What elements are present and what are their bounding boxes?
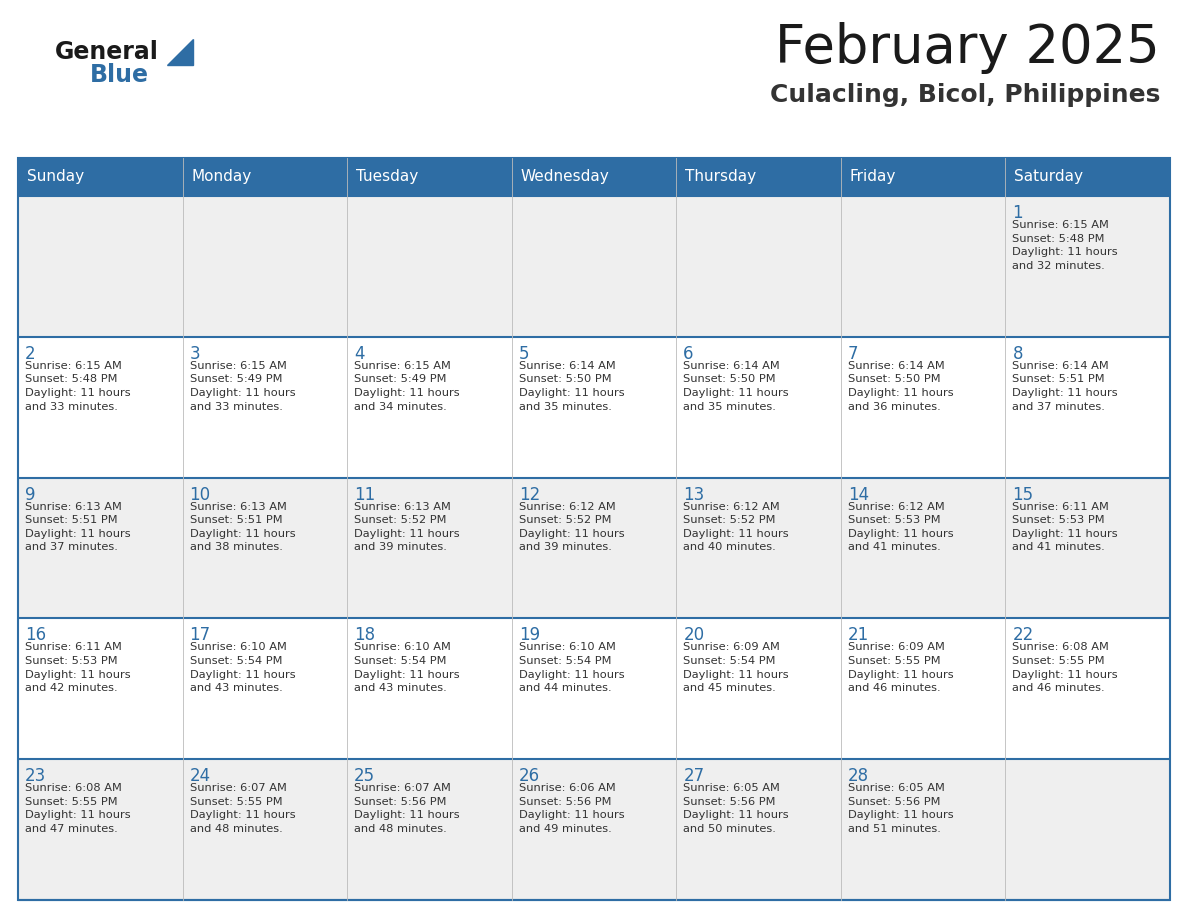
Text: Sunrise: 6:08 AM
Sunset: 5:55 PM
Daylight: 11 hours
and 46 minutes.: Sunrise: 6:08 AM Sunset: 5:55 PM Dayligh… [1012, 643, 1118, 693]
Text: 17: 17 [190, 626, 210, 644]
Text: Sunrise: 6:11 AM
Sunset: 5:53 PM
Daylight: 11 hours
and 41 minutes.: Sunrise: 6:11 AM Sunset: 5:53 PM Dayligh… [1012, 501, 1118, 553]
Text: Monday: Monday [191, 170, 252, 185]
Bar [512, 158, 676, 196]
Bar [347, 158, 512, 196]
Text: Sunrise: 6:09 AM
Sunset: 5:54 PM
Daylight: 11 hours
and 45 minutes.: Sunrise: 6:09 AM Sunset: 5:54 PM Dayligh… [683, 643, 789, 693]
Text: Sunrise: 6:11 AM
Sunset: 5:53 PM
Daylight: 11 hours
and 42 minutes.: Sunrise: 6:11 AM Sunset: 5:53 PM Dayligh… [25, 643, 131, 693]
Text: 15: 15 [1012, 486, 1034, 504]
Text: Sunrise: 6:13 AM
Sunset: 5:52 PM
Daylight: 11 hours
and 39 minutes.: Sunrise: 6:13 AM Sunset: 5:52 PM Dayligh… [354, 501, 460, 553]
Text: 1: 1 [1012, 204, 1023, 222]
Bar [18, 477, 1170, 619]
Bar [18, 158, 183, 196]
Text: Sunrise: 6:14 AM
Sunset: 5:50 PM
Daylight: 11 hours
and 36 minutes.: Sunrise: 6:14 AM Sunset: 5:50 PM Dayligh… [848, 361, 954, 411]
Text: 2: 2 [25, 345, 36, 363]
Text: Sunrise: 6:14 AM
Sunset: 5:50 PM
Daylight: 11 hours
and 35 minutes.: Sunrise: 6:14 AM Sunset: 5:50 PM Dayligh… [519, 361, 625, 411]
Text: 25: 25 [354, 767, 375, 785]
Text: 27: 27 [683, 767, 704, 785]
Text: Sunrise: 6:07 AM
Sunset: 5:56 PM
Daylight: 11 hours
and 48 minutes.: Sunrise: 6:07 AM Sunset: 5:56 PM Dayligh… [354, 783, 460, 834]
Text: Sunrise: 6:15 AM
Sunset: 5:49 PM
Daylight: 11 hours
and 33 minutes.: Sunrise: 6:15 AM Sunset: 5:49 PM Dayligh… [190, 361, 295, 411]
Text: 20: 20 [683, 626, 704, 644]
Text: 24: 24 [190, 767, 210, 785]
Bar [1005, 158, 1170, 196]
Text: 18: 18 [354, 626, 375, 644]
Text: Sunrise: 6:15 AM
Sunset: 5:49 PM
Daylight: 11 hours
and 34 minutes.: Sunrise: 6:15 AM Sunset: 5:49 PM Dayligh… [354, 361, 460, 411]
Polygon shape [168, 39, 192, 65]
Bar [18, 196, 1170, 337]
Text: Sunrise: 6:10 AM
Sunset: 5:54 PM
Daylight: 11 hours
and 43 minutes.: Sunrise: 6:10 AM Sunset: 5:54 PM Dayligh… [190, 643, 295, 693]
Text: 11: 11 [354, 486, 375, 504]
Text: Culacling, Bicol, Philippines: Culacling, Bicol, Philippines [770, 83, 1159, 107]
Text: Sunrise: 6:10 AM
Sunset: 5:54 PM
Daylight: 11 hours
and 43 minutes.: Sunrise: 6:10 AM Sunset: 5:54 PM Dayligh… [354, 643, 460, 693]
Text: Sunrise: 6:12 AM
Sunset: 5:53 PM
Daylight: 11 hours
and 41 minutes.: Sunrise: 6:12 AM Sunset: 5:53 PM Dayligh… [848, 501, 954, 553]
Text: Friday: Friday [849, 170, 896, 185]
Text: Thursday: Thursday [685, 170, 757, 185]
Bar [18, 158, 1170, 900]
Text: 26: 26 [519, 767, 539, 785]
Text: Sunrise: 6:07 AM
Sunset: 5:55 PM
Daylight: 11 hours
and 48 minutes.: Sunrise: 6:07 AM Sunset: 5:55 PM Dayligh… [190, 783, 295, 834]
Bar [18, 337, 1170, 477]
Text: 13: 13 [683, 486, 704, 504]
Text: Sunrise: 6:08 AM
Sunset: 5:55 PM
Daylight: 11 hours
and 47 minutes.: Sunrise: 6:08 AM Sunset: 5:55 PM Dayligh… [25, 783, 131, 834]
Text: Sunrise: 6:13 AM
Sunset: 5:51 PM
Daylight: 11 hours
and 37 minutes.: Sunrise: 6:13 AM Sunset: 5:51 PM Dayligh… [25, 501, 131, 553]
Text: 28: 28 [848, 767, 868, 785]
Text: Sunrise: 6:12 AM
Sunset: 5:52 PM
Daylight: 11 hours
and 40 minutes.: Sunrise: 6:12 AM Sunset: 5:52 PM Dayligh… [683, 501, 789, 553]
Text: Sunrise: 6:14 AM
Sunset: 5:51 PM
Daylight: 11 hours
and 37 minutes.: Sunrise: 6:14 AM Sunset: 5:51 PM Dayligh… [1012, 361, 1118, 411]
Text: Sunrise: 6:05 AM
Sunset: 5:56 PM
Daylight: 11 hours
and 51 minutes.: Sunrise: 6:05 AM Sunset: 5:56 PM Dayligh… [848, 783, 954, 834]
Text: 6: 6 [683, 345, 694, 363]
Text: Sunrise: 6:14 AM
Sunset: 5:50 PM
Daylight: 11 hours
and 35 minutes.: Sunrise: 6:14 AM Sunset: 5:50 PM Dayligh… [683, 361, 789, 411]
Bar [841, 158, 1005, 196]
Text: General: General [55, 40, 159, 64]
Bar [676, 158, 841, 196]
Text: Sunrise: 6:06 AM
Sunset: 5:56 PM
Daylight: 11 hours
and 49 minutes.: Sunrise: 6:06 AM Sunset: 5:56 PM Dayligh… [519, 783, 625, 834]
Text: Sunday: Sunday [27, 170, 84, 185]
Text: Blue: Blue [90, 63, 148, 87]
Text: 5: 5 [519, 345, 529, 363]
Bar [18, 759, 1170, 900]
Text: 23: 23 [25, 767, 46, 785]
Text: 7: 7 [848, 345, 859, 363]
Text: 8: 8 [1012, 345, 1023, 363]
Text: Sunrise: 6:09 AM
Sunset: 5:55 PM
Daylight: 11 hours
and 46 minutes.: Sunrise: 6:09 AM Sunset: 5:55 PM Dayligh… [848, 643, 954, 693]
Text: February 2025: February 2025 [776, 22, 1159, 74]
Text: 10: 10 [190, 486, 210, 504]
Text: Sunrise: 6:13 AM
Sunset: 5:51 PM
Daylight: 11 hours
and 38 minutes.: Sunrise: 6:13 AM Sunset: 5:51 PM Dayligh… [190, 501, 295, 553]
Text: Sunrise: 6:15 AM
Sunset: 5:48 PM
Daylight: 11 hours
and 32 minutes.: Sunrise: 6:15 AM Sunset: 5:48 PM Dayligh… [1012, 220, 1118, 271]
Text: Sunrise: 6:10 AM
Sunset: 5:54 PM
Daylight: 11 hours
and 44 minutes.: Sunrise: 6:10 AM Sunset: 5:54 PM Dayligh… [519, 643, 625, 693]
Bar [183, 158, 347, 196]
Text: Wednesday: Wednesday [520, 170, 609, 185]
Text: Sunrise: 6:15 AM
Sunset: 5:48 PM
Daylight: 11 hours
and 33 minutes.: Sunrise: 6:15 AM Sunset: 5:48 PM Dayligh… [25, 361, 131, 411]
Text: 9: 9 [25, 486, 36, 504]
Text: 19: 19 [519, 626, 539, 644]
Text: 4: 4 [354, 345, 365, 363]
Text: 12: 12 [519, 486, 541, 504]
Text: 21: 21 [848, 626, 870, 644]
Text: Sunrise: 6:12 AM
Sunset: 5:52 PM
Daylight: 11 hours
and 39 minutes.: Sunrise: 6:12 AM Sunset: 5:52 PM Dayligh… [519, 501, 625, 553]
Text: 14: 14 [848, 486, 868, 504]
Text: Sunrise: 6:05 AM
Sunset: 5:56 PM
Daylight: 11 hours
and 50 minutes.: Sunrise: 6:05 AM Sunset: 5:56 PM Dayligh… [683, 783, 789, 834]
Text: 22: 22 [1012, 626, 1034, 644]
Bar [18, 619, 1170, 759]
Text: 16: 16 [25, 626, 46, 644]
Text: Tuesday: Tuesday [356, 170, 418, 185]
Text: 3: 3 [190, 345, 201, 363]
Text: Saturday: Saturday [1015, 170, 1083, 185]
